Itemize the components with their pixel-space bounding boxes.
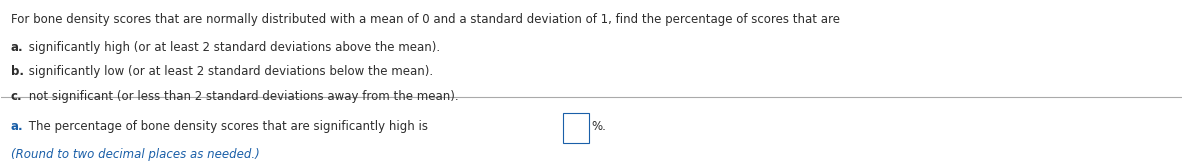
Text: For bone density scores that are normally distributed with a mean of 0 and a sta: For bone density scores that are normall… (11, 13, 840, 26)
Text: not significant (or less than 2 standard deviations away from the mean).: not significant (or less than 2 standard… (25, 90, 459, 103)
FancyBboxPatch shape (563, 113, 589, 143)
Text: significantly high (or at least 2 standard deviations above the mean).: significantly high (or at least 2 standa… (25, 41, 440, 54)
Text: a.: a. (11, 41, 24, 54)
Text: b.: b. (11, 65, 24, 78)
Text: c.: c. (11, 90, 22, 103)
Text: (Round to two decimal places as needed.): (Round to two decimal places as needed.) (11, 148, 259, 160)
Text: a.: a. (11, 120, 24, 133)
Text: significantly low (or at least 2 standard deviations below the mean).: significantly low (or at least 2 standar… (25, 65, 433, 78)
Text: The percentage of bone density scores that are significantly high is: The percentage of bone density scores th… (25, 120, 432, 133)
Text: %.: %. (592, 120, 607, 133)
